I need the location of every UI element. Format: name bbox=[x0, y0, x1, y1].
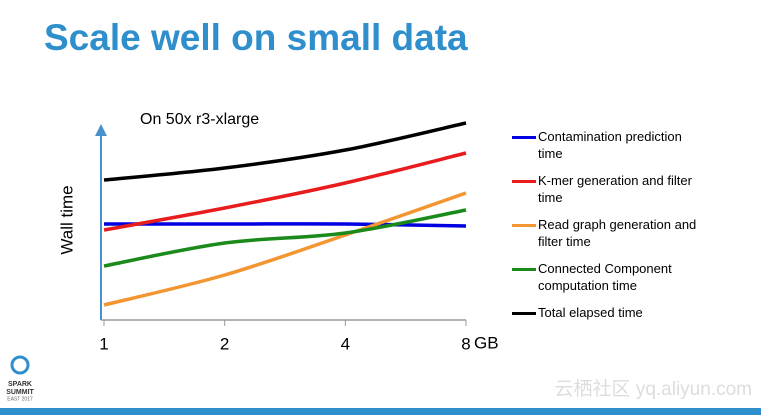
y-axis-arrow bbox=[95, 124, 107, 136]
legend-item: Connected Component computation time bbox=[512, 260, 702, 300]
legend-swatch bbox=[512, 224, 536, 227]
legend-swatch bbox=[512, 268, 536, 271]
legend-label: Connected Component computation time bbox=[538, 261, 672, 293]
legend-item: Contamination prediction time bbox=[512, 128, 702, 168]
watermark: 云栖社区 yq.aliyun.com bbox=[555, 378, 752, 400]
x-tick-label: 2 bbox=[220, 334, 229, 353]
series-line bbox=[103, 208, 467, 268]
legend-label: K-mer generation and filter time bbox=[538, 173, 692, 205]
logo-text: SUMMIT bbox=[6, 389, 34, 396]
legend-item: Total elapsed time bbox=[512, 304, 702, 344]
logo-text: SPARK bbox=[8, 381, 32, 388]
legend-label: Read graph generation and filter time bbox=[538, 217, 697, 249]
legend-swatch bbox=[512, 180, 536, 183]
legend-item: K-mer generation and filter time bbox=[512, 172, 702, 212]
legend-label: Contamination prediction time bbox=[538, 129, 682, 161]
series-line bbox=[103, 191, 467, 307]
bottom-stripe bbox=[0, 408, 761, 415]
x-axis-label: GB bbox=[474, 333, 499, 352]
y-axis-label: Wall time bbox=[57, 185, 76, 254]
series-line bbox=[103, 151, 467, 232]
x-tick-label: 1 bbox=[99, 334, 108, 353]
slide-title: Scale well on small data bbox=[44, 17, 468, 58]
legend-swatch bbox=[512, 312, 536, 315]
legend-item: Read graph generation and filter time bbox=[512, 216, 702, 256]
x-tick-label: 8 bbox=[461, 334, 470, 353]
series-line bbox=[103, 121, 467, 182]
x-tick-label: 4 bbox=[341, 334, 350, 353]
legend-label: Total elapsed time bbox=[538, 305, 643, 320]
series-line bbox=[104, 222, 467, 228]
annotation: On 50x r3-xlarge bbox=[140, 111, 259, 128]
logo-text: EAST 2017 bbox=[7, 396, 33, 402]
logo-icon bbox=[10, 355, 30, 375]
legend-swatch bbox=[512, 136, 536, 139]
